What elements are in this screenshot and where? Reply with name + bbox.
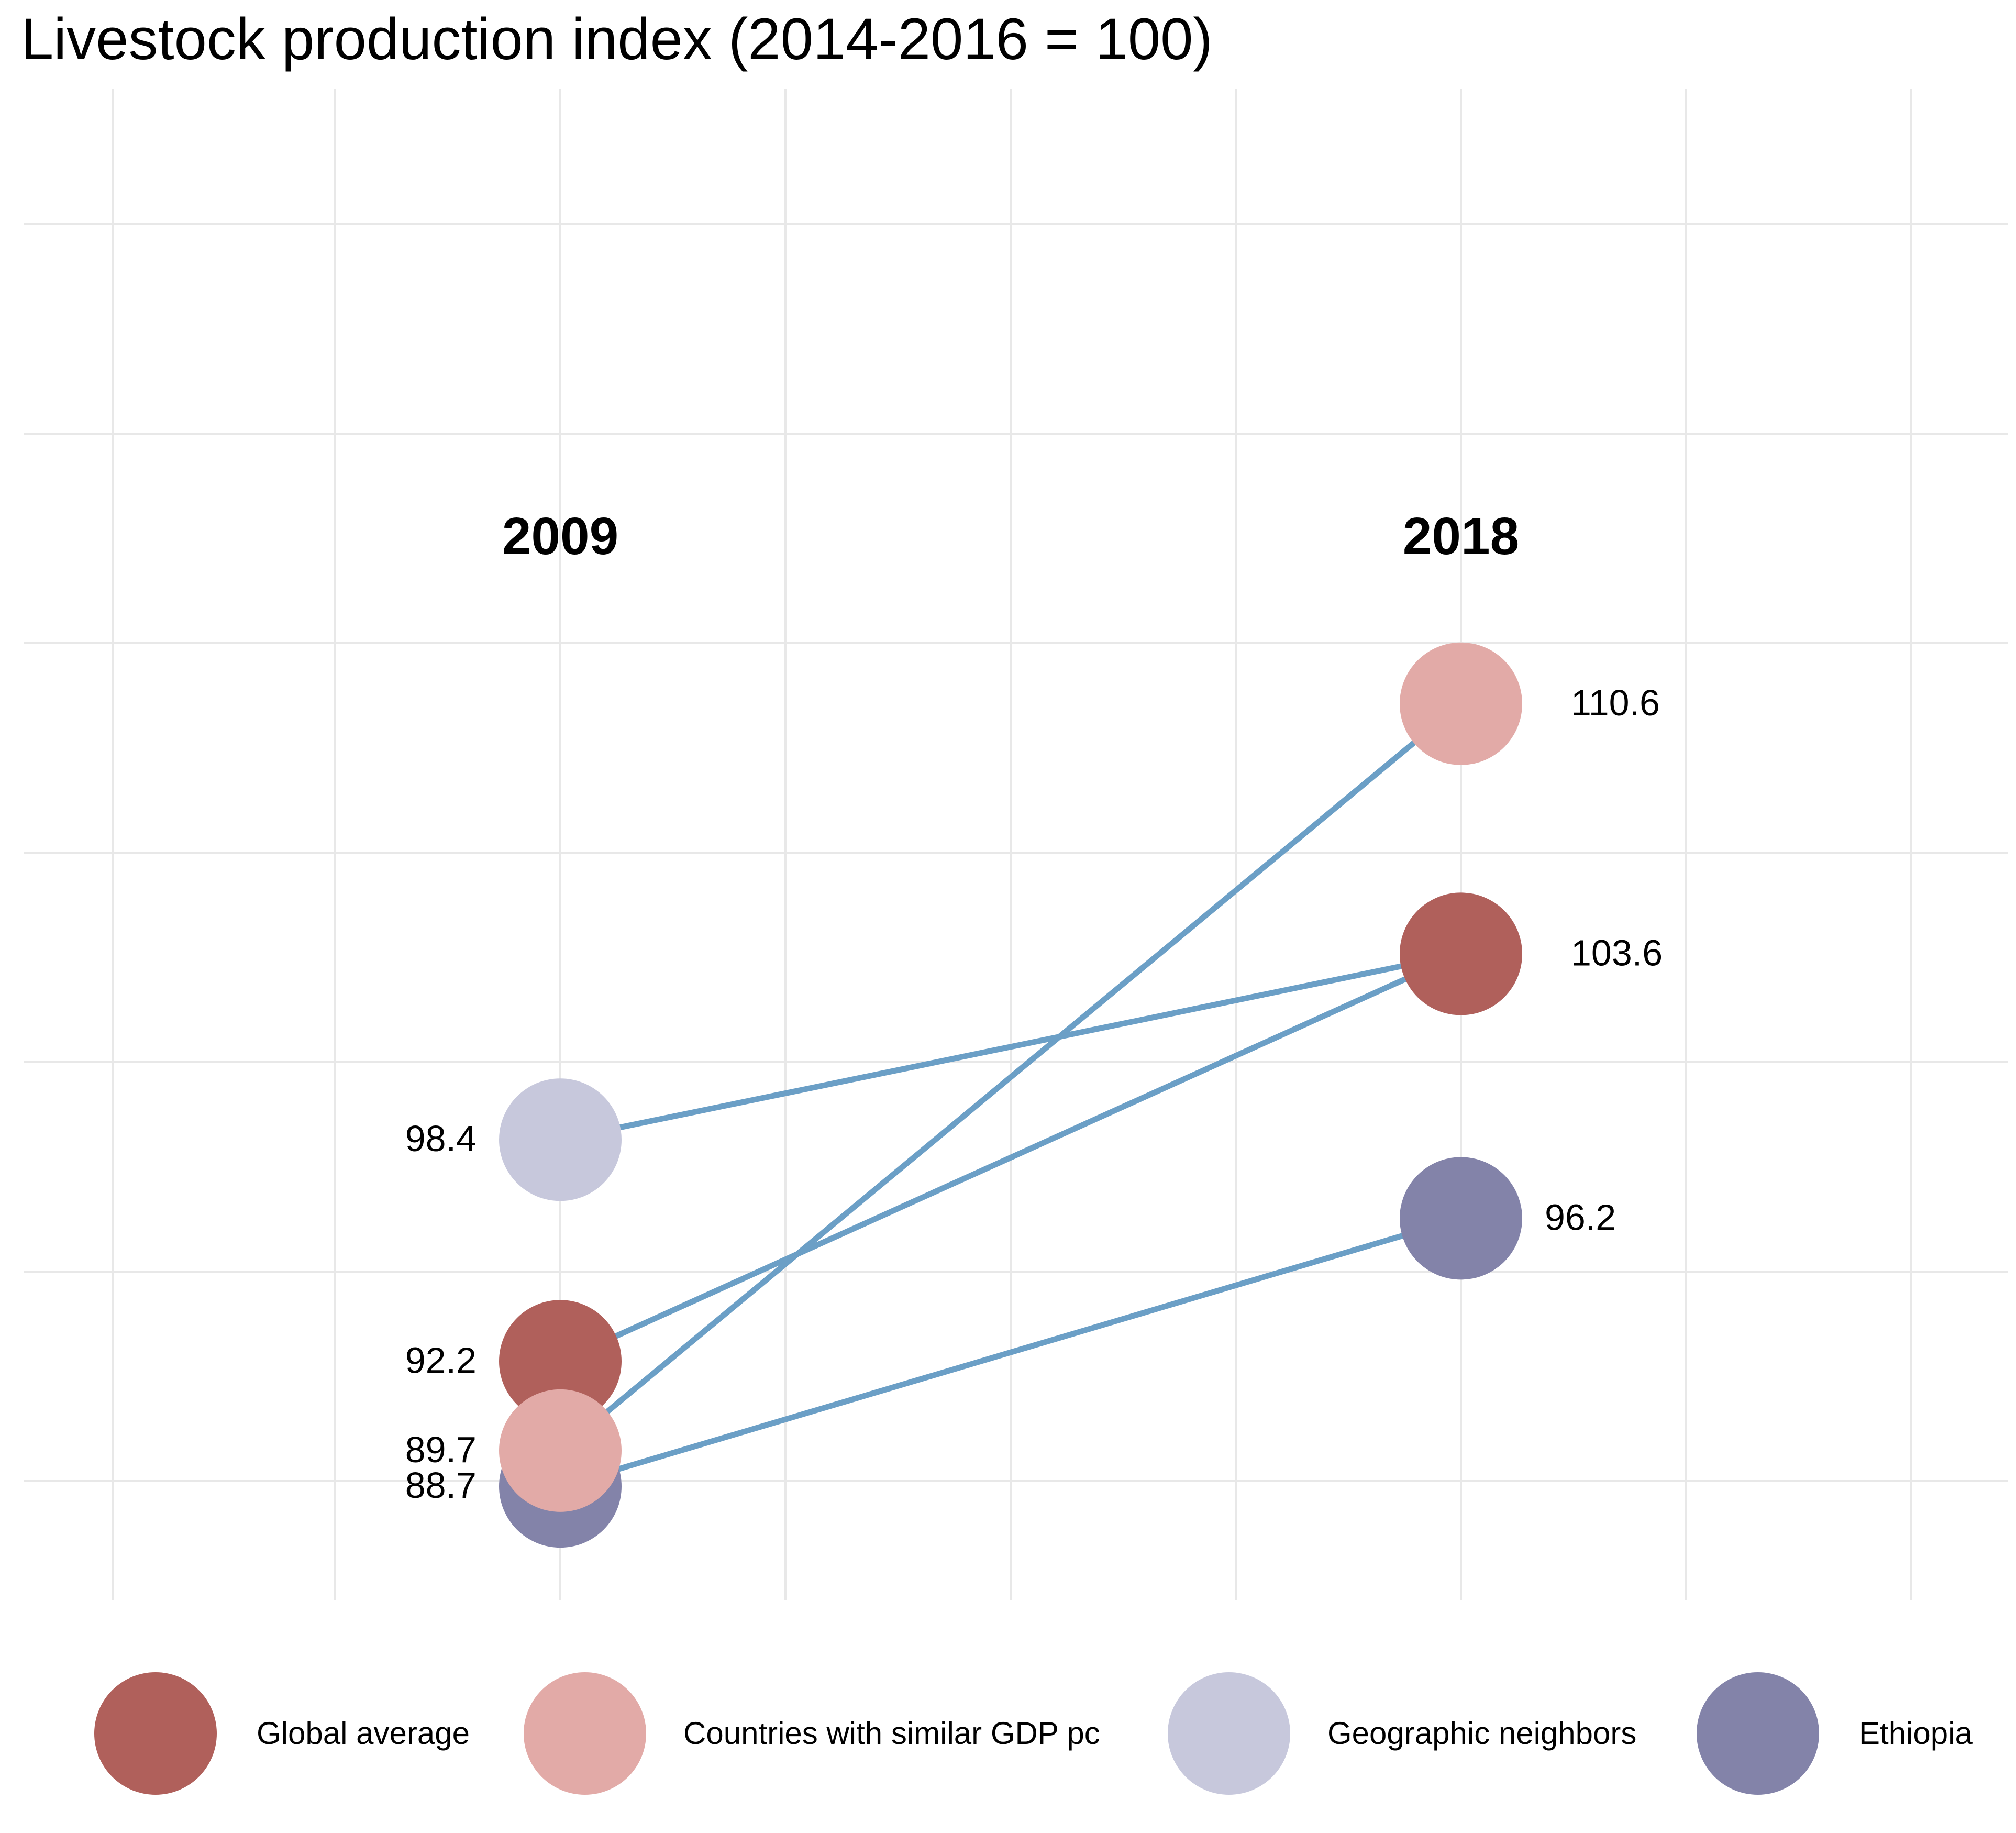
value-label-ethiopia-2018: 96.2: [1545, 1197, 1616, 1238]
legend-swatch-ethiopia: [1697, 1672, 1819, 1795]
legend-label-global-average: Global average: [257, 1716, 470, 1751]
value-label-countries-with-similar-gdp-pc-2009: 89.7: [405, 1429, 477, 1470]
legend: Global average Countries with similar GDP…: [0, 1665, 2016, 1802]
slope-line-geographic-neighbors: [557, 951, 1464, 1143]
legend-swatch-global-average: [94, 1672, 217, 1795]
value-label-global-average-2018: 103.6: [1571, 932, 1663, 973]
gridlines: [24, 89, 2008, 1600]
point-countries-with-similar-gdp-pc-2018: [1400, 642, 1522, 765]
chart-title: Livestock production index (2014-2016 = …: [21, 6, 1213, 72]
year-labels: 2009 2018: [502, 507, 1519, 566]
value-labels: 92.2 103.6 89.7 110.6 98.4 88.7 96.2: [405, 682, 1663, 1506]
legend-swatch-countries-with-similar-gdp-pc: [524, 1672, 646, 1795]
value-label-geographic-neighbors-2009: 98.4: [405, 1118, 477, 1159]
point-global-average-2018: [1400, 892, 1522, 1015]
slope-lines: [557, 701, 1464, 1489]
value-label-ethiopia-2009: 88.7: [405, 1465, 477, 1506]
slope-line-countries-with-similar-gdp-pc: [557, 701, 1464, 1454]
slope-line-ethiopia: [557, 1215, 1464, 1489]
point-global-average-2009: [499, 1300, 622, 1423]
legend-label-geographic-neighbors: Geographic neighbors: [1327, 1716, 1637, 1751]
slope-line-global-average: [557, 951, 1464, 1364]
value-label-countries-with-similar-gdp-pc-2018: 110.6: [1571, 682, 1660, 723]
point-ethiopia-2018: [1400, 1157, 1522, 1280]
data-points: [499, 642, 1522, 1548]
legend-label-countries-with-similar-gdp-pc: Countries with similar GDP pc: [683, 1716, 1100, 1751]
value-label-global-average-2009: 92.2: [405, 1340, 477, 1381]
legend-label-ethiopia: Ethiopia: [1859, 1716, 1973, 1751]
year-label-2018: 2018: [1403, 507, 1519, 566]
year-label-2009: 2009: [502, 507, 618, 566]
slope-chart: 92.2 103.6 89.7 110.6 98.4 88.7 96.2 2009 2018: [24, 89, 2008, 1600]
legend-swatch-geographic-neighbors: [1168, 1672, 1290, 1795]
point-geographic-neighbors-2009: [499, 1078, 622, 1201]
point-countries-with-similar-gdp-pc-2009: [499, 1389, 622, 1512]
